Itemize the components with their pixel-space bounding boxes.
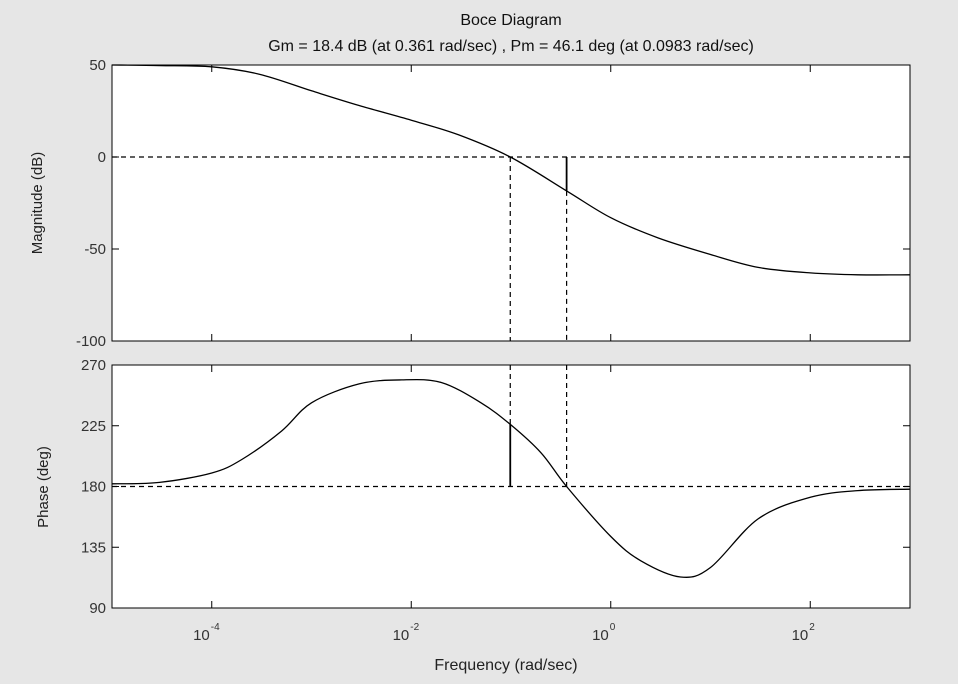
phase-axis-label: Phase (deg)	[35, 446, 52, 528]
magnitude-plot-area	[111, 64, 911, 342]
x-tick-label-base: 10	[592, 627, 609, 644]
phase-y-tick-label: 270	[81, 357, 106, 374]
x-tick-label-exponent: -2	[410, 622, 419, 633]
x-tick-label-base: 10	[393, 627, 410, 644]
frequency-axis-label: Frequency (rad/sec)	[434, 657, 577, 674]
magnitude-panel: 50 0 -50 -100 Magnitude (dB)	[29, 57, 911, 350]
phase-y-tick-label: 180	[81, 479, 106, 496]
x-tick-label-exponent: -4	[211, 622, 220, 633]
phase-y-tick-label: 135	[81, 539, 106, 556]
magnitude-y-tick-label: 50	[89, 57, 106, 74]
phase-y-tick-label: 225	[81, 418, 106, 435]
magnitude-y-tick-label: -100	[76, 333, 106, 350]
phase-panel: 270 225 180 135 90 Phase (deg)	[35, 357, 911, 617]
margin-markers	[509, 157, 568, 487]
frequency-x-ticks: 10 -4 10 -2 10 0 10 2	[193, 622, 815, 644]
magnitude-y-ticks: 50 0 -50 -100	[76, 57, 910, 350]
magnitude-axis-label: Magnitude (dB)	[29, 152, 46, 255]
chart-subtitle: Gm = 18.4 dB (at 0.361 rad/sec) , Pm = 4…	[268, 38, 754, 55]
x-tick-label-exponent: 0	[610, 622, 616, 633]
x-tick-label-exponent: 2	[809, 622, 815, 633]
phase-y-tick-label: 90	[89, 600, 106, 617]
x-tick-label-base: 10	[193, 627, 210, 644]
magnitude-y-tick-label: 0	[98, 149, 106, 166]
x-tick-label-base: 10	[792, 627, 809, 644]
chart-title: Boce Diagram	[460, 12, 561, 29]
magnitude-y-tick-label: -50	[84, 241, 106, 258]
